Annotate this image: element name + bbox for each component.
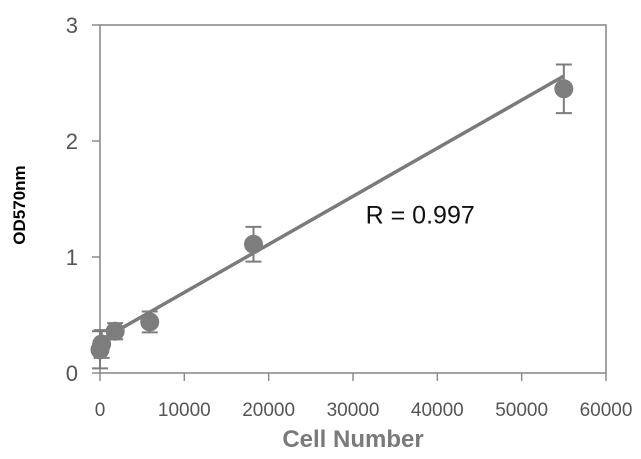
fit-line: [99, 74, 565, 343]
fit-line-group: [99, 74, 565, 343]
y-tick-label: 1: [66, 245, 78, 270]
y-tick-label: 2: [66, 129, 78, 154]
r-annotation: R = 0.997: [366, 201, 475, 229]
data-point: [92, 334, 112, 354]
y-axis-title: OD570nm: [10, 165, 29, 244]
y-axis-ticks: 0 1 2 3: [66, 13, 100, 386]
x-tick-label: 60000: [580, 400, 633, 421]
x-tick-label: 10000: [158, 400, 211, 421]
x-tick-label: 0: [95, 400, 106, 421]
x-tick-label: 40000: [411, 400, 464, 421]
x-tick-label: 30000: [327, 400, 380, 421]
x-tick-label: 50000: [495, 400, 548, 421]
y-tick-label: 0: [66, 361, 78, 386]
x-tick-label: 20000: [242, 400, 295, 421]
x-axis-title: Cell Number: [282, 426, 423, 453]
y-tick-label: 3: [66, 13, 78, 38]
plot-area: [99, 24, 607, 374]
x-axis-ticks: 0 10000 20000 30000 40000 50000 60000: [95, 373, 633, 421]
data-point: [243, 234, 263, 254]
data-points: [90, 79, 574, 360]
data-point: [105, 321, 125, 341]
data-point: [554, 79, 574, 99]
data-point: [140, 312, 160, 332]
